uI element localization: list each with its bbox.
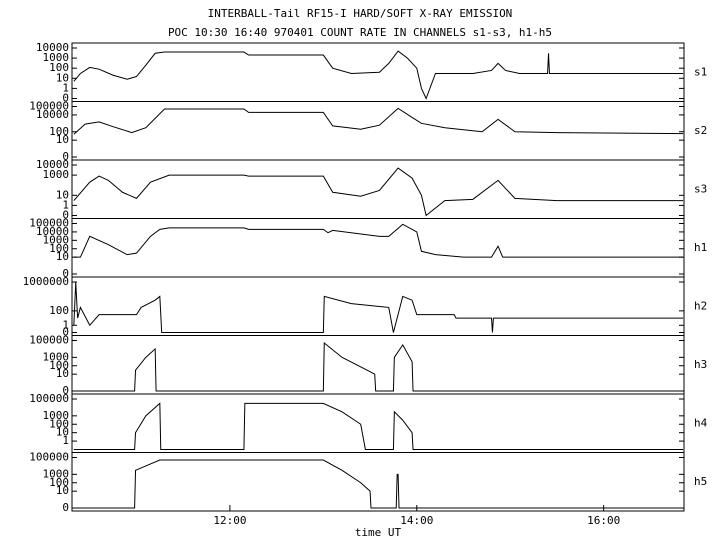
y-tick-label: 10 xyxy=(56,188,69,201)
y-tick-label: 10000 xyxy=(36,225,69,238)
series-label: h3 xyxy=(694,358,707,371)
y-tick-label: 1000 xyxy=(43,51,70,64)
y-tick-label: 1000 xyxy=(43,233,70,246)
y-tick-label: 0 xyxy=(62,501,69,514)
y-tick-label: 100000 xyxy=(29,334,69,347)
y-tick-label: 1 xyxy=(62,434,69,447)
trace-line xyxy=(73,281,684,333)
y-tick-label: 10 xyxy=(56,367,69,380)
y-tick-label: 100 xyxy=(49,476,69,489)
y-tick-label: 0 xyxy=(62,92,69,105)
chart-title: INTERBALL-Tail RF15-I HARD/SOFT X-RAY EM… xyxy=(208,7,513,20)
y-tick-label: 100000 xyxy=(29,100,69,113)
trace-line xyxy=(73,223,684,258)
trace-line xyxy=(73,402,684,450)
y-tick-label: 0 xyxy=(62,267,69,280)
panel-frame xyxy=(71,452,685,512)
trace-line xyxy=(73,459,684,509)
y-tick-label: 0 xyxy=(62,326,69,339)
y-tick-label: 10000 xyxy=(36,108,69,121)
y-tick-label: 10 xyxy=(56,71,69,84)
series-label: s1 xyxy=(694,65,707,78)
y-tick-label: 100000 xyxy=(29,451,69,464)
series-label: h4 xyxy=(694,416,708,429)
y-tick-label: 1 xyxy=(62,318,69,331)
y-tick-label: 0 xyxy=(62,209,69,222)
series-label: h5 xyxy=(694,475,707,488)
y-tick-label: 100 xyxy=(49,304,69,317)
y-tick-label: 1 xyxy=(62,198,69,211)
y-tick-label: 1 xyxy=(62,81,69,94)
x-tick-label: 16:00 xyxy=(587,514,620,527)
y-tick-label: 1000 xyxy=(43,168,70,181)
y-tick-label: 100 xyxy=(49,417,69,430)
series-label: h1 xyxy=(694,241,707,254)
y-tick-label: 100000 xyxy=(29,217,69,230)
x-tick-label: 14:00 xyxy=(400,514,433,527)
y-tick-label: 100 xyxy=(49,61,69,74)
y-tick-label: 10000 xyxy=(36,158,69,171)
y-tick-label: 0 xyxy=(62,150,69,163)
y-tick-label: 100000 xyxy=(29,392,69,405)
y-tick-label: 10000 xyxy=(36,41,69,54)
trace-line xyxy=(73,50,684,100)
series-label: h2 xyxy=(694,299,707,312)
y-tick-label: 10 xyxy=(56,250,69,263)
y-tick-label: 1000 xyxy=(43,409,70,422)
series-label: s2 xyxy=(694,124,707,137)
y-tick-label: 1000000 xyxy=(23,275,69,288)
series-label: s3 xyxy=(694,182,707,195)
y-tick-label: 100 xyxy=(49,359,69,372)
y-tick-label: 1000 xyxy=(43,350,70,363)
trace-line xyxy=(73,342,684,392)
y-tick-label: 100 xyxy=(49,242,69,255)
y-tick-label: 0 xyxy=(62,384,69,397)
x-tick-label: 12:00 xyxy=(213,514,246,527)
y-tick-label: 100 xyxy=(49,125,69,138)
y-tick-label: 10 xyxy=(56,426,69,439)
y-tick-label: 10 xyxy=(56,484,69,497)
x-axis-label: time UT xyxy=(355,526,402,539)
trace-line xyxy=(73,167,684,217)
chart-subtitle: POC 10:30 16:40 970401 COUNT RATE IN CHA… xyxy=(168,26,552,39)
trace-line xyxy=(73,107,684,135)
y-tick-label: 1000 xyxy=(43,467,70,480)
y-tick-label: 10 xyxy=(56,133,69,146)
